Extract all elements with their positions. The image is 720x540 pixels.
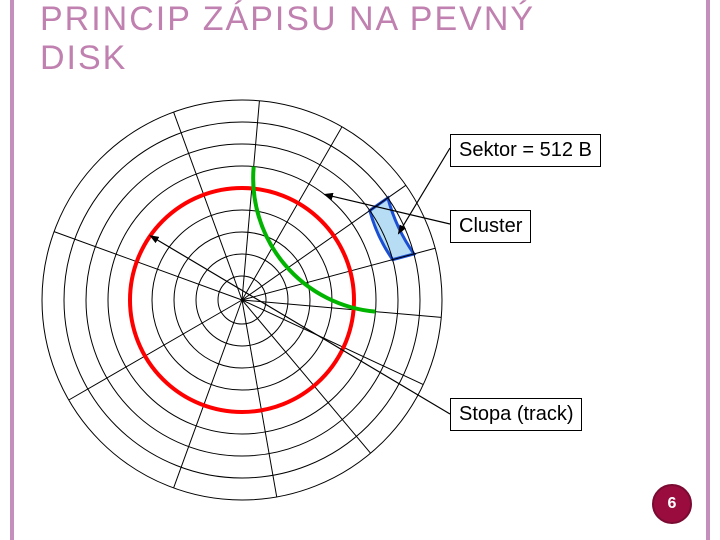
- label-stopa: Stopa (track): [450, 398, 582, 431]
- label-cluster: Cluster: [450, 210, 531, 243]
- pointer-sektor: [398, 148, 450, 234]
- page-number-badge: 6: [652, 484, 692, 524]
- page-title: PRINCIP ZÁPISU NA PEVNÝ DISK: [40, 0, 600, 78]
- slide: PRINCIP ZÁPISU NA PEVNÝ DISK Sektor = 51…: [0, 0, 720, 540]
- disk-diagram: [0, 80, 720, 540]
- pointer-stopa: [150, 236, 450, 414]
- label-sektor: Sektor = 512 B: [450, 134, 601, 167]
